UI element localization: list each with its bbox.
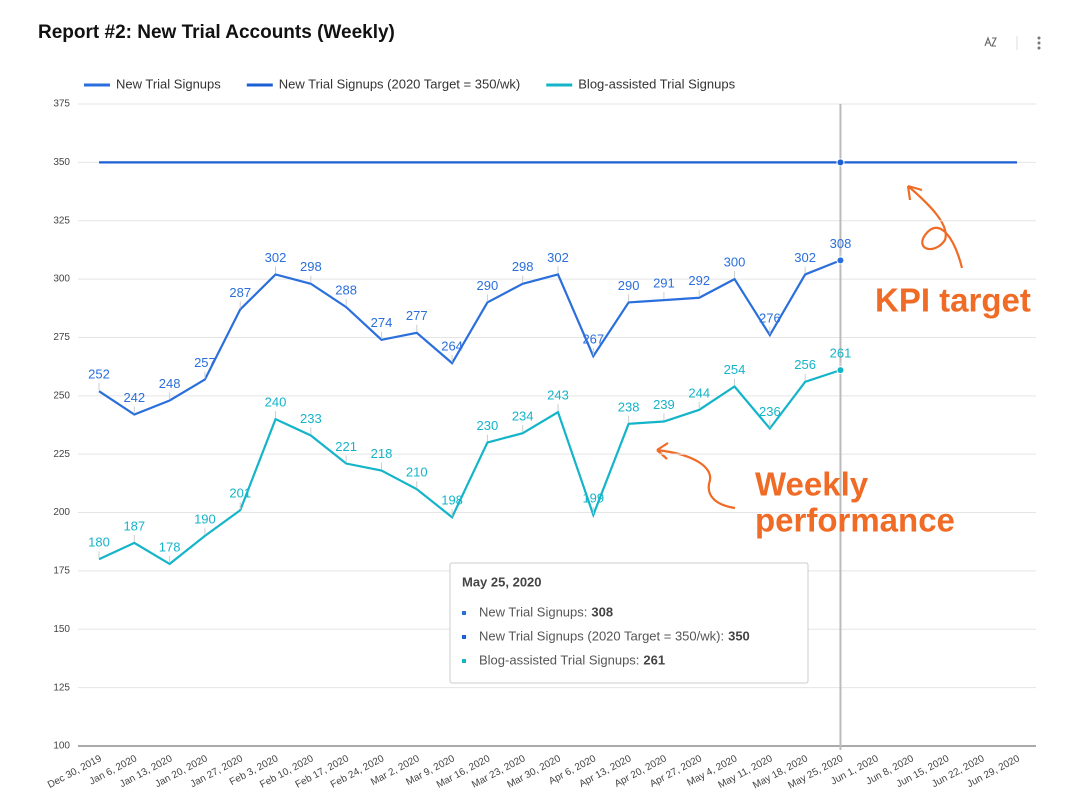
data-label: 201 <box>229 486 251 501</box>
data-label: 187 <box>123 518 145 533</box>
data-label: 274 <box>371 315 393 330</box>
sort-icon[interactable] <box>984 36 997 47</box>
data-label: 298 <box>300 259 322 274</box>
data-label: 239 <box>653 397 675 412</box>
data-label: 243 <box>547 388 569 403</box>
data-label: 290 <box>618 278 640 293</box>
data-label: 288 <box>335 283 357 298</box>
data-label: 199 <box>582 490 604 505</box>
hover-point <box>836 366 845 375</box>
data-label: 298 <box>512 259 534 274</box>
data-label: 302 <box>265 250 287 265</box>
dot <box>1037 36 1041 40</box>
data-label: 248 <box>159 376 181 391</box>
y-tick-label: 125 <box>53 682 70 693</box>
data-label: 257 <box>194 355 216 370</box>
y-tick-label: 375 <box>53 99 70 110</box>
data-label: 198 <box>441 493 463 508</box>
legend-label: New Trial Signups <box>116 76 221 91</box>
data-label: 302 <box>794 250 816 265</box>
data-label: 230 <box>477 418 499 433</box>
data-label: 300 <box>724 255 746 270</box>
data-label: 308 <box>830 236 852 251</box>
report-title: Report #2: New Trial Accounts (Weekly) <box>38 22 395 43</box>
data-label: 218 <box>371 446 393 461</box>
y-tick-label: 200 <box>53 507 70 518</box>
y-tick-label: 350 <box>53 157 70 168</box>
data-label: 190 <box>194 511 216 526</box>
data-label: 261 <box>830 346 852 361</box>
data-label: 234 <box>512 409 534 424</box>
data-label: 292 <box>688 273 710 288</box>
data-label: 238 <box>618 399 640 414</box>
tooltip-label: New Trial Signups: <box>479 604 587 619</box>
data-label: 240 <box>265 395 287 410</box>
tooltip-swatch <box>462 611 466 615</box>
annotation: performance <box>755 502 955 539</box>
data-label: 302 <box>547 250 569 265</box>
tooltip: May 25, 2020 New Trial Signups: 308 New Tri… <box>449 562 809 684</box>
y-tick-label: 225 <box>53 449 70 460</box>
data-label: 264 <box>441 339 463 354</box>
tooltip-title: May 25, 2020 <box>462 574 542 589</box>
tooltip-box <box>449 562 809 684</box>
y-tick-label: 175 <box>53 566 70 577</box>
menu-icon[interactable] <box>1037 36 1041 50</box>
data-label: 210 <box>406 465 428 480</box>
data-label: 252 <box>88 367 110 382</box>
y-tick-label: 275 <box>53 332 70 343</box>
data-label: 291 <box>653 276 675 291</box>
tooltip-label: New Trial Signups (2020 Target = 350/wk)… <box>479 628 724 643</box>
data-label: 236 <box>759 404 781 419</box>
data-label: 290 <box>477 278 499 293</box>
y-tick-label: 325 <box>53 215 70 226</box>
data-label: 287 <box>229 285 251 300</box>
legend-label: New Trial Signups (2020 Target = 350/wk) <box>279 76 520 91</box>
data-label: 277 <box>406 308 428 323</box>
data-label: 180 <box>88 535 110 550</box>
dot <box>1037 46 1041 50</box>
hover-point <box>836 158 845 167</box>
sort-glyph <box>984 36 997 47</box>
dot <box>1037 41 1041 45</box>
annotation-arrow <box>656 442 736 510</box>
tooltip-swatch <box>462 659 466 663</box>
tooltip-value: 350 <box>728 628 750 643</box>
tooltip-value: 308 <box>591 604 613 619</box>
y-tick-label: 300 <box>53 274 70 285</box>
data-label: 242 <box>123 390 145 405</box>
tooltip-value: 261 <box>643 652 665 667</box>
y-tick-label: 250 <box>53 390 70 401</box>
series-line <box>98 369 841 566</box>
data-label: 233 <box>300 411 322 426</box>
data-label: 256 <box>794 357 816 372</box>
hover-point <box>836 256 845 265</box>
tooltip-label: Blog-assisted Trial Signups: <box>479 652 639 667</box>
data-label: 254 <box>724 362 746 377</box>
data-label: 178 <box>159 539 181 554</box>
data-label: 221 <box>335 439 357 454</box>
annotation-arrow <box>906 184 964 269</box>
y-tick-label: 100 <box>53 741 70 752</box>
data-label: 244 <box>688 385 710 400</box>
annotation: KPI target <box>875 282 1031 319</box>
legend-label: Blog-assisted Trial Signups <box>578 76 735 91</box>
series-line <box>98 259 841 416</box>
tooltip-swatch <box>462 635 466 639</box>
y-tick-label: 150 <box>53 624 70 635</box>
annotation: Weekly <box>755 466 869 503</box>
data-label: 267 <box>582 332 604 347</box>
data-label: 276 <box>759 311 781 326</box>
